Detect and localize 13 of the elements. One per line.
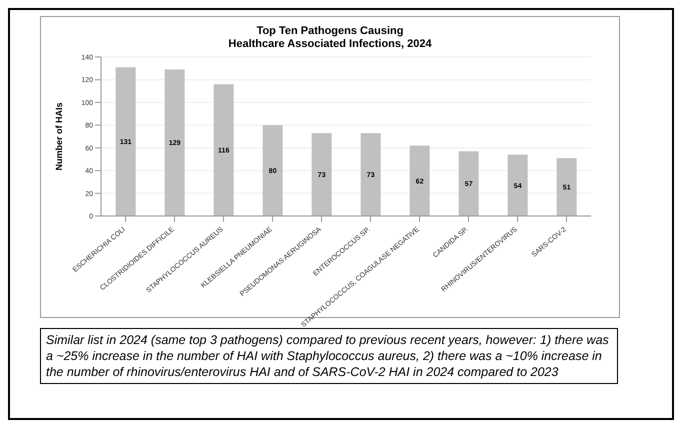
bar: [312, 133, 332, 216]
bar: [458, 151, 479, 216]
bar: [410, 146, 430, 216]
bar: [214, 84, 234, 216]
chart-title: Top Ten Pathogens Causing Healthcare Associated Infections, 2024: [227, 25, 433, 51]
y-axis-title: Number of HAIs: [54, 102, 64, 171]
bar: [262, 125, 283, 216]
bar: [360, 133, 381, 216]
bar: [116, 67, 136, 216]
bar: [508, 154, 528, 216]
text: Similar list in 2024 (same top 3 pathogens) compared to previous recent years, however: 1) there was a ~25% increase in the number of HAI with Staphylococcus aureus, 2) there was a ~10% increase in the number of rhinovirus/enterovirus HAI and of SARS-CoV-2 HAI in 2024 compared to 2023: [46, 332, 610, 380]
bar: [164, 69, 185, 216]
bar: [556, 158, 577, 216]
